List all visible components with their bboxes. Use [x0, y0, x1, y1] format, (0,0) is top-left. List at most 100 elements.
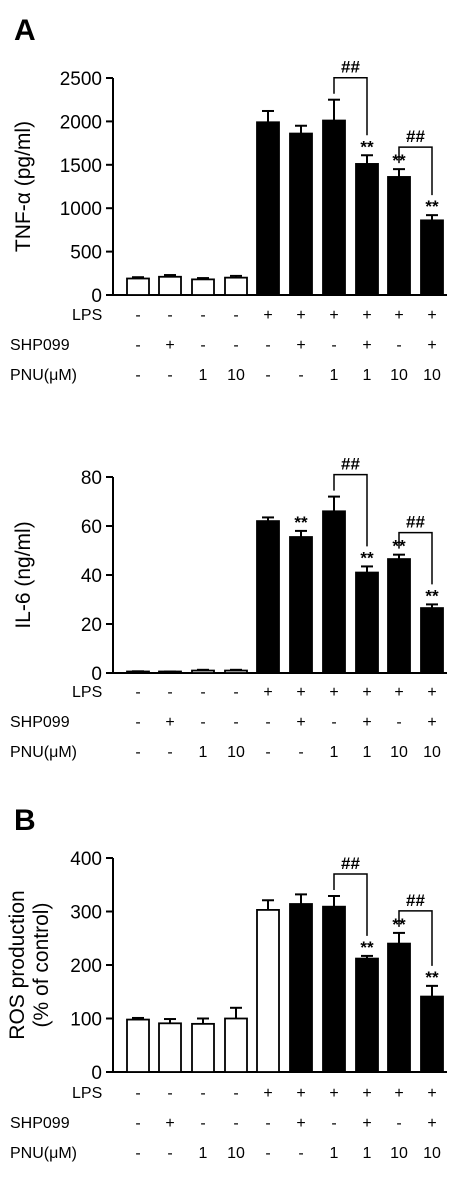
bar — [387, 176, 411, 296]
bar — [126, 277, 150, 296]
condition-cell: - — [265, 337, 270, 354]
condition-row-label: SHP099 — [10, 1115, 70, 1132]
condition-cell: 1 — [363, 367, 372, 384]
condition-cell: 10 — [227, 744, 245, 761]
condition-row-label: LPS — [72, 307, 102, 324]
condition-cell: - — [331, 337, 336, 354]
condition-cell: + — [296, 1115, 305, 1132]
condition-cell: - — [265, 1145, 270, 1162]
condition-cell: - — [167, 307, 172, 324]
condition-cell: - — [298, 1145, 303, 1162]
condition-cell: 10 — [390, 1145, 408, 1162]
bar — [420, 607, 444, 674]
y-tick-label: 0 — [91, 286, 102, 307]
condition-cell: 1 — [330, 744, 339, 761]
bar — [224, 669, 248, 674]
y-tick-label: 2500 — [60, 69, 102, 90]
y-tick-label: 400 — [70, 849, 102, 870]
condition-cell: - — [265, 714, 270, 731]
condition-cell: + — [362, 1115, 371, 1132]
condition-cell: - — [396, 337, 401, 354]
condition-cell: + — [329, 1085, 338, 1102]
significance-stars: ** — [360, 137, 374, 156]
condition-cell: 10 — [423, 367, 441, 384]
condition-cell: 10 — [423, 744, 441, 761]
bar — [387, 942, 411, 1073]
comparison-bracket — [333, 76, 368, 136]
condition-cell: - — [135, 1085, 140, 1102]
condition-cell: + — [296, 307, 305, 324]
bar — [256, 908, 280, 1073]
condition-cell: - — [167, 1085, 172, 1102]
condition-cell: + — [362, 714, 371, 731]
y-tick-label: 0 — [91, 664, 102, 685]
condition-cell: 10 — [390, 367, 408, 384]
condition-cell: - — [298, 367, 303, 384]
condition-cell: 1 — [199, 367, 208, 384]
condition-cell: - — [135, 714, 140, 731]
condition-cell: 1 — [363, 1145, 372, 1162]
condition-cell: - — [298, 744, 303, 761]
condition-cell: - — [200, 307, 205, 324]
condition-cell: + — [427, 684, 436, 701]
condition-cell: 1 — [363, 744, 372, 761]
condition-cell: - — [331, 1115, 336, 1132]
condition-cell: - — [167, 367, 172, 384]
y-axis-label-line2: (% of control) — [30, 903, 53, 1028]
bar — [256, 121, 280, 296]
bar — [191, 669, 215, 674]
condition-cell: + — [329, 684, 338, 701]
condition-cell: + — [394, 1085, 403, 1102]
bracket-label: ## — [341, 58, 360, 77]
condition-cell: + — [165, 714, 174, 731]
comparison-bracket — [333, 873, 368, 936]
condition-cell: + — [427, 307, 436, 324]
y-tick-label: 300 — [70, 903, 102, 924]
condition-row-label: LPS — [72, 1085, 102, 1102]
comparison-bracket — [333, 473, 368, 547]
condition-row-label: PNU(μM) — [10, 744, 77, 761]
condition-cell: - — [135, 1145, 140, 1162]
significance-stars: ** — [360, 938, 374, 957]
condition-cell: + — [329, 307, 338, 324]
condition-row-label: LPS — [72, 684, 102, 701]
condition-cell: - — [233, 1085, 238, 1102]
condition-cell: 1 — [199, 744, 208, 761]
bar — [355, 571, 379, 674]
y-tick-label: 200 — [70, 956, 102, 977]
condition-cell: + — [296, 337, 305, 354]
bar — [322, 119, 346, 296]
bracket-label: ## — [341, 854, 360, 873]
condition-cell: + — [362, 1085, 371, 1102]
y-tick-label: 60 — [81, 517, 102, 538]
condition-cell: - — [135, 367, 140, 384]
y-tick-label: 40 — [81, 566, 102, 587]
bar — [158, 275, 182, 296]
bracket-label: ## — [406, 127, 425, 146]
bar — [355, 163, 379, 296]
bar — [420, 219, 444, 296]
y-tick-label: 20 — [81, 615, 102, 636]
bar — [355, 957, 379, 1073]
bar — [322, 510, 346, 674]
condition-cell: - — [331, 714, 336, 731]
y-axis-label: IL-6 (ng/ml) — [12, 521, 35, 628]
condition-cell: - — [265, 1115, 270, 1132]
condition-cell: + — [296, 714, 305, 731]
condition-cell: 1 — [199, 1145, 208, 1162]
condition-cell: - — [200, 337, 205, 354]
bar — [289, 903, 313, 1073]
significance-stars: ** — [294, 513, 308, 532]
condition-cell: + — [427, 337, 436, 354]
comparison-bracket — [398, 146, 433, 196]
condition-cell: - — [265, 744, 270, 761]
y-tick-label: 1000 — [60, 199, 102, 220]
condition-cell: - — [135, 337, 140, 354]
condition-cell: - — [200, 714, 205, 731]
condition-row-label: SHP099 — [10, 337, 70, 354]
condition-cell: 10 — [390, 744, 408, 761]
bar — [420, 995, 444, 1073]
bar — [224, 1017, 248, 1073]
condition-cell: 10 — [227, 1145, 245, 1162]
condition-cell: 10 — [423, 1145, 441, 1162]
